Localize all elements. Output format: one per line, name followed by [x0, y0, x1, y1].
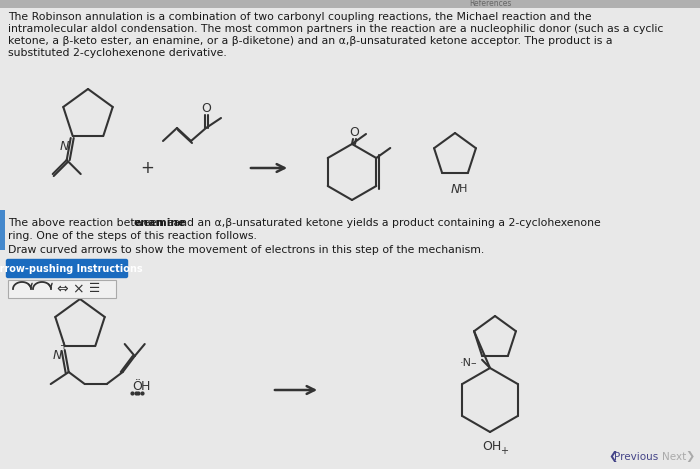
Text: References: References: [469, 0, 511, 8]
Bar: [0, 0, 700, 8]
Text: The above reaction between a: The above reaction between a: [8, 218, 178, 228]
Text: ❮: ❮: [608, 452, 617, 462]
Text: +: +: [59, 341, 66, 351]
Text: OH: OH: [482, 440, 502, 453]
Text: Ö: Ö: [132, 379, 141, 393]
Text: ☰: ☰: [90, 282, 101, 295]
Text: substituted 2-cyclohexenone derivative.: substituted 2-cyclohexenone derivative.: [8, 48, 227, 58]
Text: H: H: [141, 379, 150, 393]
Text: N: N: [450, 183, 460, 196]
Text: O: O: [201, 101, 211, 114]
Text: The Robinson annulation is a combination of two carbonyl coupling reactions, the: The Robinson annulation is a combination…: [8, 12, 592, 22]
Text: N: N: [60, 140, 69, 153]
Text: ❯: ❯: [685, 452, 694, 462]
Text: ⇔: ⇔: [56, 282, 68, 296]
Text: ×: ×: [72, 282, 84, 296]
Text: Arrow-pushing Instructions: Arrow-pushing Instructions: [0, 264, 142, 273]
Text: Previous: Previous: [614, 452, 658, 462]
Text: +: +: [500, 446, 508, 456]
Text: ketone, a β-keto ester, an enamine, or a β-diketone) and an α,β-unsaturated keto: ketone, a β-keto ester, an enamine, or a…: [8, 36, 612, 46]
Text: Draw curved arrows to show the movement of electrons in this step of the mechani: Draw curved arrows to show the movement …: [8, 245, 484, 255]
Text: H: H: [458, 184, 467, 194]
Text: and an α,β-unsaturated ketone yields a product containing a 2-cyclohexenone: and an α,β-unsaturated ketone yields a p…: [169, 218, 601, 228]
Text: N: N: [52, 349, 62, 362]
Text: O: O: [349, 126, 359, 138]
Text: +: +: [140, 159, 154, 177]
Bar: [0, 210, 5, 250]
Text: ·N–: ·N–: [459, 358, 477, 368]
FancyBboxPatch shape: [8, 280, 116, 298]
Text: enamine: enamine: [133, 218, 186, 228]
FancyBboxPatch shape: [6, 259, 127, 278]
Text: ring. One of the steps of this reaction follows.: ring. One of the steps of this reaction …: [8, 231, 257, 241]
Text: Next: Next: [662, 452, 686, 462]
Text: intramolecular aldol condensation. The most common partners in the reaction are : intramolecular aldol condensation. The m…: [8, 24, 664, 34]
